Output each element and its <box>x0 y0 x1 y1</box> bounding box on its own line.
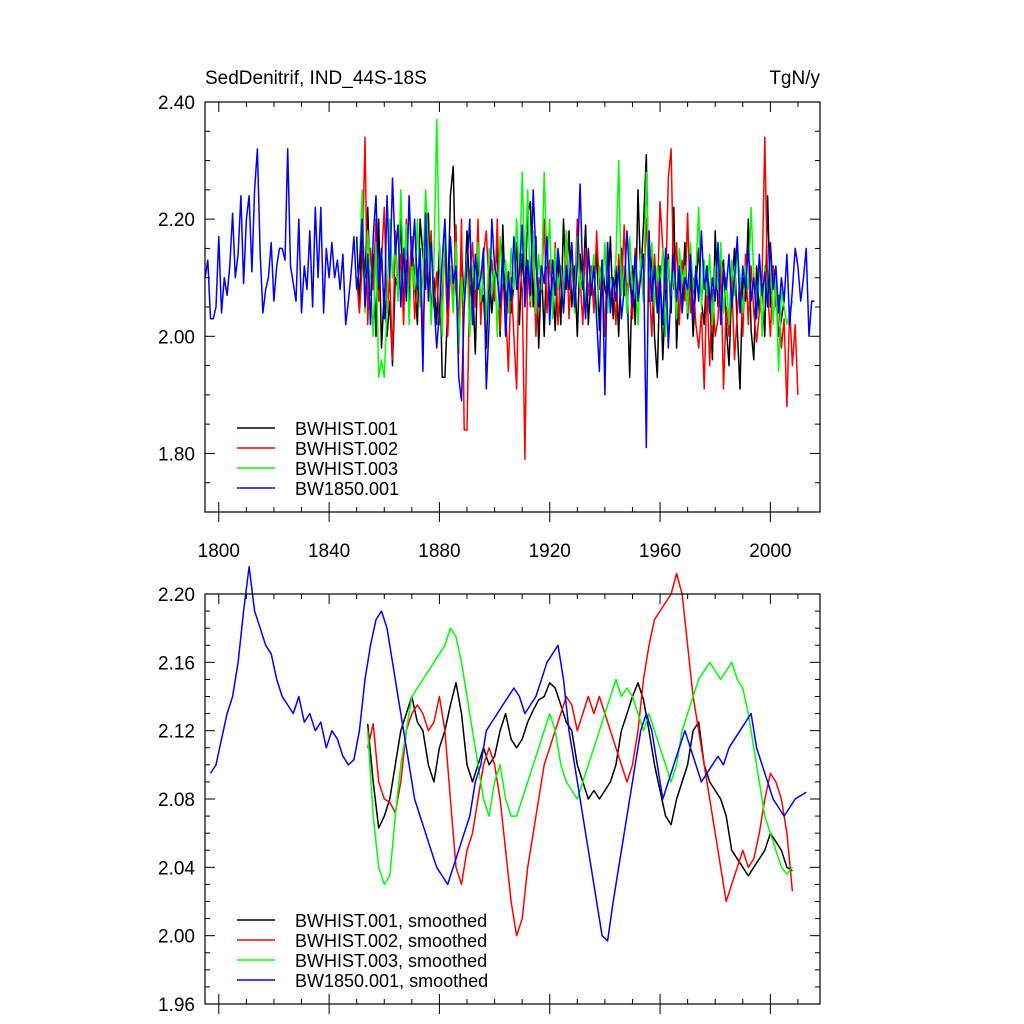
x-tick-label: 1920 <box>529 541 571 562</box>
y-tick-label: 2.08 <box>158 790 195 811</box>
panel-1: SedDenitrif, IND_44S-18S TgN/y 1.80 2.00 2.2… <box>158 68 821 562</box>
y-tick-label: 2.04 <box>158 858 195 879</box>
x-tick-label: 2000 <box>749 541 791 562</box>
y-tick-label: 1.96 <box>158 995 195 1016</box>
x-tick-label: 1880 <box>418 541 460 562</box>
series-line-2 <box>366 572 794 937</box>
y-tick-label: 2.16 <box>158 653 195 674</box>
legend-label: BW1850.001 <box>295 479 399 499</box>
y-tick-label: 2.00 <box>158 927 195 948</box>
series-line-3 <box>366 627 793 886</box>
legend-label: BWHIST.003 <box>295 459 398 479</box>
legend-label: BWHIST.002 <box>295 439 398 459</box>
y-tick-label: 2.20 <box>158 210 195 231</box>
y-tick-label: 2.12 <box>158 722 195 743</box>
x-tick-label: 1840 <box>308 541 350 562</box>
y-tick-label: 2.20 <box>158 585 195 606</box>
chart-title: SedDenitrif, IND_44S-18S <box>205 68 427 89</box>
legend-label: BWHIST.001 <box>295 419 398 439</box>
legend-label: BWHIST.001, smoothed <box>295 911 487 931</box>
units-label: TgN/y <box>769 68 820 89</box>
y-tick-label: 2.00 <box>158 327 195 348</box>
series-line-4 <box>204 148 815 449</box>
legend-label: BW1850.001, smoothed <box>295 971 488 991</box>
series-line-4 <box>209 565 807 942</box>
y-tick-label: 2.40 <box>158 93 195 114</box>
legend-label: BWHIST.003, smoothed <box>295 951 487 971</box>
x-tick-label: 1800 <box>198 541 240 562</box>
series-line-1 <box>366 682 793 877</box>
plot-frame <box>204 593 821 1005</box>
plot-frame <box>204 101 821 513</box>
panel-2: 1.96 2.00 2.04 2.08 2.12 2.16 2.20 BWHIST.001, … <box>158 565 821 1016</box>
y-tick-label: 1.80 <box>158 444 195 465</box>
legend-label: BWHIST.002, smoothed <box>295 931 487 951</box>
x-tick-label: 1960 <box>639 541 681 562</box>
